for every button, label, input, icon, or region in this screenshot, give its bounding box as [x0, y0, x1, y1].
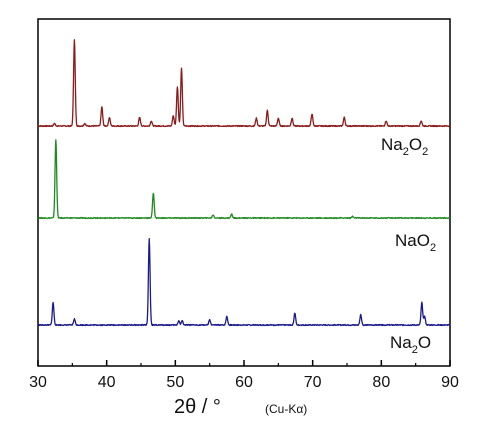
series-label-na2o2: Na2O2 [381, 135, 428, 158]
plot-frame [37, 18, 451, 367]
x-tick-label: 50 [166, 374, 184, 391]
x-axis-title: 2θ / ° [174, 396, 221, 418]
series-label-na2o: Na2O [390, 333, 431, 356]
x-tick-label: 60 [235, 374, 253, 391]
series-line-nao2 [37, 139, 451, 220]
x-tick-label: 90 [441, 374, 459, 391]
series-label-nao2: NaO2 [395, 231, 436, 254]
x-tick-label: 70 [304, 374, 322, 391]
series-line-na2o [37, 237, 451, 327]
x-tick-label: 40 [98, 374, 116, 391]
series-layer [37, 39, 451, 327]
series-line-na2o2 [37, 39, 451, 128]
x-axis-unit: (Cu-Kα) [265, 402, 307, 416]
x-tick-label: 30 [29, 374, 47, 391]
x-axis-ticks: 30 40 50 60 70 80 90 [29, 360, 459, 391]
x-tick-label: 80 [372, 374, 390, 391]
